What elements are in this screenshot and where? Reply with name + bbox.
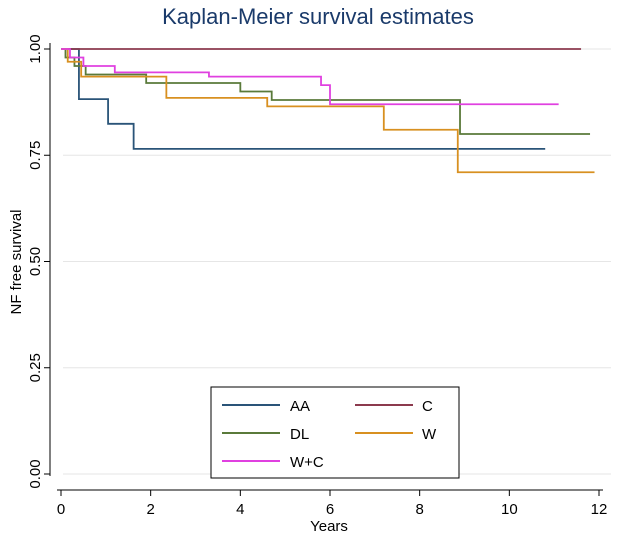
grid-lines — [63, 48, 611, 475]
x-axis-label: Years — [310, 518, 348, 535]
series-lines — [61, 48, 595, 174]
legend-label-dl: DL — [290, 426, 309, 443]
series-line-w-c — [61, 48, 559, 106]
x-tick-label: 6 — [326, 501, 334, 518]
y-tick-label: 0.75 — [27, 141, 44, 170]
y-axis-label: NF free survival — [8, 209, 25, 314]
series-line-w — [61, 48, 595, 174]
legend-label-c: C — [422, 398, 433, 415]
x-tick-label: 4 — [236, 501, 244, 518]
legend: AA C DL W W+C — [210, 386, 460, 479]
y-tick-label: 0.50 — [27, 247, 44, 276]
x-tick-label: 10 — [501, 501, 518, 518]
y-tick-label: 0.00 — [27, 459, 44, 488]
axes: 0.00 0.25 0.50 0.75 1.00 0 2 4 6 8 10 12 — [27, 34, 607, 518]
chart-title: Kaplan-Meier survival estimates — [162, 4, 474, 29]
y-tick-label: 1.00 — [27, 34, 44, 63]
x-tick-label: 12 — [591, 501, 608, 518]
x-tick-label: 2 — [146, 501, 154, 518]
x-tick-label: 0 — [57, 501, 65, 518]
legend-label-w-c: W+C — [290, 454, 324, 471]
legend-label-aa: AA — [290, 398, 310, 415]
y-tick-label: 0.25 — [27, 353, 44, 382]
legend-label-w: W — [422, 426, 437, 443]
x-tick-label: 8 — [415, 501, 423, 518]
